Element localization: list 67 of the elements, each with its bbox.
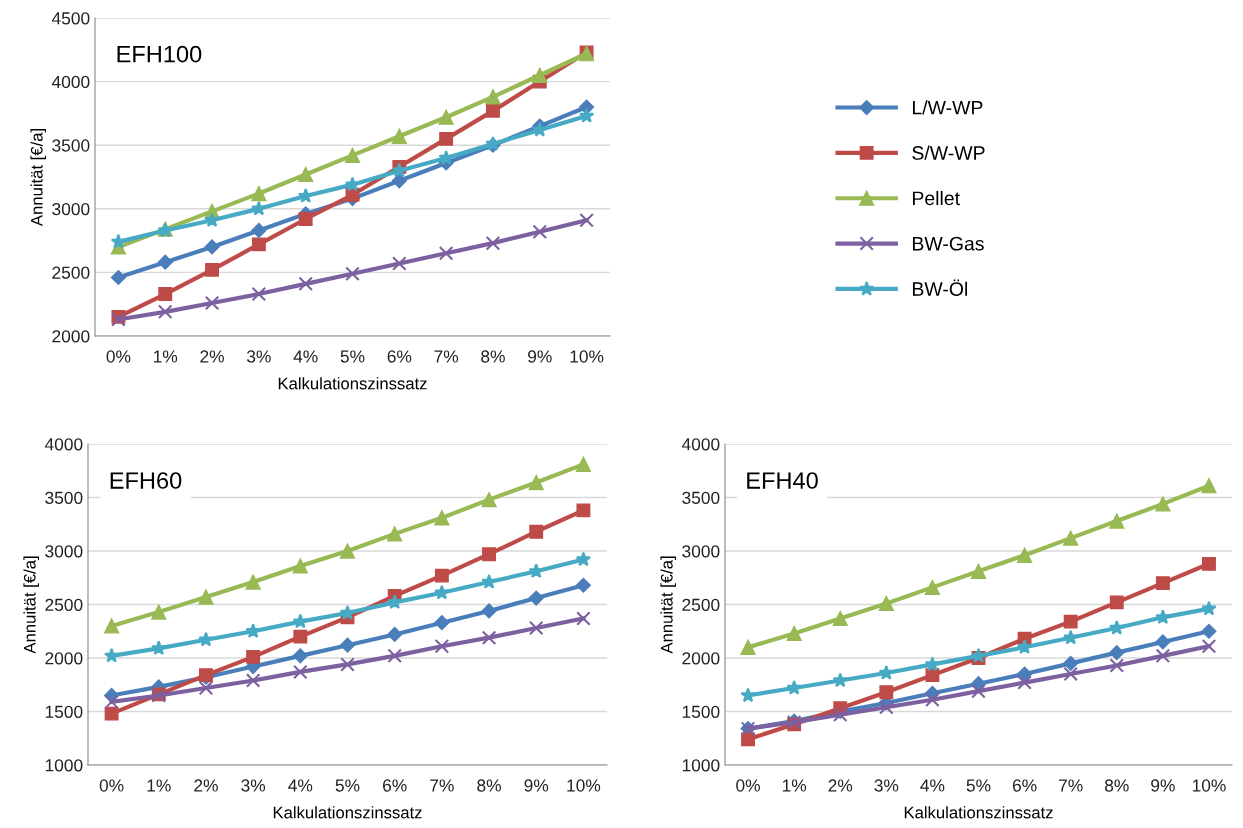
x-tick-label: 5%	[340, 350, 365, 363]
x-axis-title: Kalkulationszinssatz	[273, 806, 422, 819]
y-tick-label: 2500	[52, 266, 90, 279]
y-tick-label: 3000	[45, 545, 83, 558]
y-tick-label: 2000	[682, 652, 720, 665]
x-tick-label: 3%	[241, 779, 266, 792]
y-tick-label: 3500	[52, 139, 90, 152]
x-tick-label: 6%	[383, 779, 407, 792]
y-tick-label: 3500	[682, 491, 720, 504]
y-tick-label: 3000	[682, 545, 720, 558]
legend-label: BW-Öl	[912, 279, 967, 296]
x-tick-label: 5%	[966, 779, 991, 792]
y-tick-label: 4500	[51, 12, 90, 25]
y-tick-label: 2000	[45, 652, 83, 665]
x-tick-label: 1%	[147, 779, 171, 792]
x-tick-label: 8%	[1104, 779, 1129, 792]
x-tick-label: 4%	[920, 779, 945, 792]
x-tick-label: 4%	[288, 779, 313, 792]
x-tick-label: 1%	[154, 350, 178, 363]
y-axis-title: Annuität [€/a]	[30, 129, 46, 227]
y-tick-label: 3500	[45, 491, 83, 504]
y-tick-label: 1500	[45, 705, 83, 718]
x-tick-label: 9%	[1151, 779, 1175, 792]
x-tick-label: 3%	[874, 779, 899, 792]
legend-label: L/W-WP	[912, 100, 983, 115]
x-tick-label: 9%	[524, 779, 549, 792]
y-tick-label: 4000	[44, 438, 83, 451]
x-tick-label: 10%	[570, 350, 604, 363]
legend-label: S/W-WP	[912, 145, 985, 160]
y-tick-label: 4000	[51, 75, 90, 89]
x-tick-label: 0%	[106, 350, 131, 363]
x-tick-label: 9%	[528, 350, 552, 363]
x-tick-label: 7%	[430, 779, 454, 792]
x-tick-label: 3%	[246, 350, 271, 363]
legend-label: BW-Gas	[912, 236, 984, 251]
y-tick-label: 4000	[681, 438, 720, 451]
y-tick-label: 1000	[682, 759, 720, 772]
x-tick-label: 6%	[387, 350, 412, 363]
legend-label: Pellet	[912, 190, 960, 206]
x-axis-title: Kalkulationszinssatz	[278, 377, 427, 390]
x-tick-label: 10%	[1192, 779, 1226, 792]
text: EFH40	[747, 472, 818, 489]
x-tick-label: 4%	[293, 350, 318, 363]
text: EFH60	[110, 472, 182, 489]
y-tick-label: 3000	[52, 202, 90, 216]
x-tick-label: 7%	[434, 350, 459, 363]
y-tick-label: 2500	[682, 598, 720, 611]
x-tick-label: 2%	[194, 779, 218, 792]
x-tick-label: 10%	[567, 779, 601, 792]
x-tick-label: 6%	[1012, 779, 1037, 792]
x-tick-label: 2%	[200, 350, 224, 363]
y-tick-label: 2500	[45, 598, 83, 611]
y-tick-label: 1000	[45, 759, 83, 772]
x-tick-label: 8%	[477, 779, 501, 792]
y-axis-title: Annuität [€/a]	[660, 556, 676, 654]
y-tick-label: 2000	[52, 330, 90, 343]
x-tick-label: 2%	[828, 779, 853, 792]
x-tick-label: 5%	[335, 779, 360, 792]
text: EFH100	[117, 45, 202, 63]
x-axis-title: Kalkulationszinssatz	[904, 806, 1053, 819]
x-tick-label: 0%	[736, 779, 760, 792]
y-axis-title: Annuität [€/a]	[23, 556, 39, 654]
x-tick-label: 8%	[481, 350, 505, 363]
x-tick-label: 0%	[99, 779, 124, 792]
x-tick-label: 7%	[1059, 779, 1083, 792]
x-tick-label: 1%	[782, 779, 807, 792]
y-tick-label: 1500	[682, 705, 720, 718]
